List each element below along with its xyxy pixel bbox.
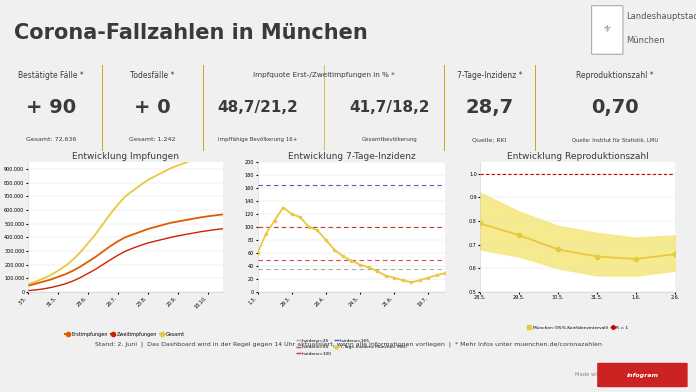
Text: Reproduktionszahl *: Reproduktionszahl * — [576, 71, 654, 80]
Text: 7-Tage-Inzidenz *: 7-Tage-Inzidenz * — [457, 71, 522, 80]
Text: Gesamt: 1.242: Gesamt: 1.242 — [129, 137, 175, 142]
Legend: München (95%-Konfidenzintervall), R = 1: München (95%-Konfidenzintervall), R = 1 — [525, 324, 630, 331]
Legend: Erstimpfungen, Zweitimpfungen, Gesamt: Erstimpfungen, Zweitimpfungen, Gesamt — [63, 330, 187, 339]
Text: Quelle: Institut für Statistik, LMU: Quelle: Institut für Statistik, LMU — [572, 137, 658, 142]
FancyBboxPatch shape — [592, 6, 623, 54]
FancyBboxPatch shape — [597, 363, 688, 387]
Text: Impfquote Erst-/Zweitimpfungen in % *: Impfquote Erst-/Zweitimpfungen in % * — [253, 72, 395, 78]
Text: + 0: + 0 — [134, 98, 171, 117]
Text: 48,7/21,2: 48,7/21,2 — [217, 100, 298, 115]
Text: Stand: 2. Juni  |  Das Dashboard wird in der Regel gegen 14 Uhr aktualisiert, we: Stand: 2. Juni | Das Dashboard wird in d… — [95, 341, 601, 347]
Text: + 90: + 90 — [26, 98, 76, 117]
Title: Entwicklung Reproduktionszahl: Entwicklung Reproduktionszahl — [507, 152, 649, 161]
Title: Entwicklung Impfungen: Entwicklung Impfungen — [72, 152, 179, 161]
Text: Gesamt: 72.636: Gesamt: 72.636 — [26, 137, 76, 142]
Text: Todesfälle *: Todesfälle * — [130, 71, 175, 80]
Text: Landeshauptstadt: Landeshauptstadt — [626, 12, 696, 21]
Text: 0,70: 0,70 — [592, 98, 639, 117]
Text: Bestätigte Fälle *: Bestätigte Fälle * — [18, 71, 84, 80]
Legend: Inzidenz=35, Inzidenz=50, Inzidenz=100, Inzidenz=165, 7-Tage-Inzidenz München (R: Inzidenz=35, Inzidenz=50, Inzidenz=100, … — [294, 337, 409, 358]
Text: Quelle: RKI: Quelle: RKI — [472, 137, 507, 142]
Text: 41,7/18,2: 41,7/18,2 — [349, 100, 430, 115]
Text: Corona-Fallzahlen in München: Corona-Fallzahlen in München — [14, 23, 367, 43]
Text: München: München — [626, 36, 665, 45]
Text: Made with: Made with — [575, 372, 602, 377]
Text: Gesamtbevölkerung: Gesamtbevölkerung — [362, 137, 418, 142]
Text: Impffähige Bevölkerung 16+: Impffähige Bevölkerung 16+ — [218, 137, 297, 142]
Text: 28,7: 28,7 — [465, 98, 514, 117]
Title: Entwicklung 7-Tage-Inzidenz: Entwicklung 7-Tage-Inzidenz — [287, 152, 416, 161]
Text: infogram: infogram — [626, 372, 658, 377]
Text: ⚜: ⚜ — [603, 24, 612, 34]
